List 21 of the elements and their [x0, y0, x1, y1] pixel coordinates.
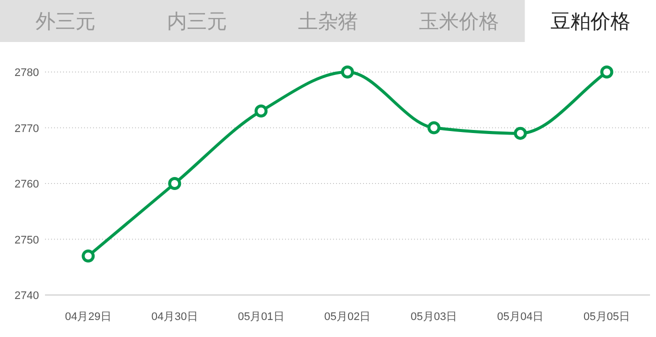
x-tick-label: 05月01日: [238, 311, 284, 323]
y-tick-label: 2760: [14, 178, 39, 190]
x-tick-label: 04月29日: [64, 311, 112, 323]
point: [427, 121, 440, 134]
chart-title: 豆粕价格: [550, 11, 630, 33]
point: [600, 66, 614, 78]
tabs: 外三元 内三元 土杂猪 玉米价格 豆粕价格: [0, 0, 656, 42]
y-tick-label: 2770: [14, 122, 39, 135]
x-tick-label: 05月05日: [584, 311, 630, 323]
point: [168, 177, 182, 190]
x-tick-label: 04月30日: [151, 311, 198, 323]
point: [514, 126, 527, 140]
x-tick-label: 05月02日: [324, 311, 371, 323]
point: [82, 249, 95, 262]
x-tick-label: 05月04日: [497, 311, 544, 323]
x-tick-label: 05月03日: [410, 311, 458, 323]
point: [254, 104, 268, 118]
y-tick-label: 2740: [14, 290, 39, 302]
y-tick-label: 2750: [14, 234, 39, 246]
y-tick-label: 2780: [14, 67, 39, 79]
point: [341, 66, 354, 78]
